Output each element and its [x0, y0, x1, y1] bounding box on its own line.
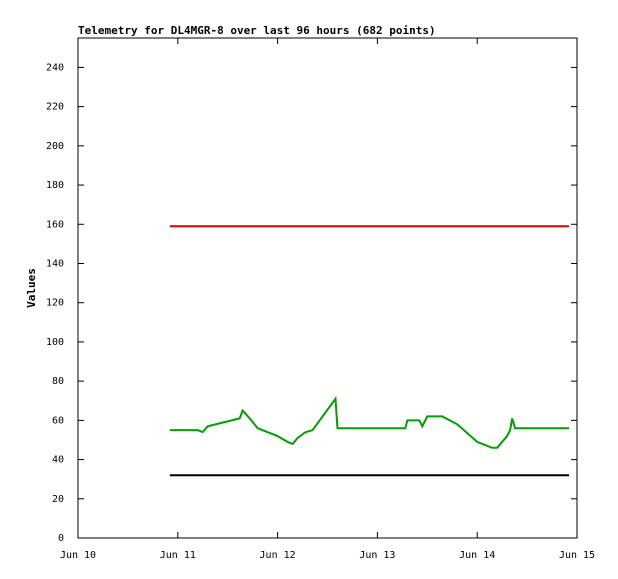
y-tick-label: 200 [46, 141, 64, 152]
y-tick-label: 240 [46, 62, 64, 73]
y-tick-label: 0 [58, 533, 64, 544]
chart-title: Telemetry for DL4MGR-8 over last 96 hour… [78, 24, 436, 37]
y-axis-label: Values [25, 268, 38, 308]
y-tick-label: 60 [52, 415, 64, 426]
x-tick-label: Jun 15 [559, 550, 595, 561]
x-tick-label: Jun 11 [160, 550, 196, 561]
y-tick-label: 160 [46, 219, 64, 230]
series-line [169, 395, 570, 449]
plot-frame [77, 37, 578, 539]
y-tick-label: 40 [52, 455, 64, 466]
x-tick-label: Jun 13 [359, 550, 395, 561]
y-tick-label: 220 [46, 102, 64, 113]
y-tick-label: 120 [46, 298, 64, 309]
y-tick-label: 20 [52, 494, 64, 505]
x-tick-label: Jun 10 [60, 550, 96, 561]
x-tick-label: Jun 12 [260, 550, 296, 561]
x-tick-label: Jun 14 [459, 550, 495, 561]
y-tick-label: 180 [46, 180, 64, 191]
y-tick-label: 80 [52, 376, 64, 387]
y-tick-label: 100 [46, 337, 64, 348]
y-tick-label: 140 [46, 258, 64, 269]
